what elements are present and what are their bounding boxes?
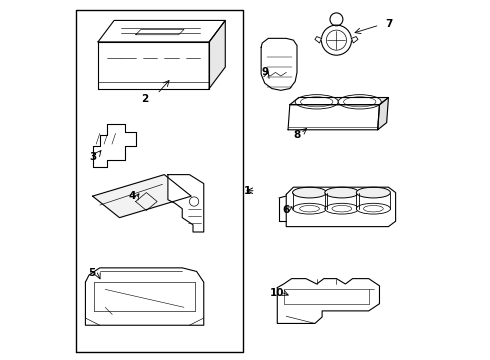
Ellipse shape — [356, 203, 391, 214]
Polygon shape — [378, 98, 389, 130]
Text: 3: 3 — [89, 152, 96, 162]
Text: 2: 2 — [141, 94, 148, 104]
Text: 8: 8 — [294, 130, 301, 140]
Text: 9: 9 — [261, 67, 269, 77]
Polygon shape — [98, 42, 209, 89]
Polygon shape — [290, 98, 389, 105]
Ellipse shape — [293, 187, 326, 198]
Text: 4: 4 — [128, 191, 136, 201]
Polygon shape — [168, 175, 204, 232]
Polygon shape — [288, 105, 379, 130]
Polygon shape — [315, 37, 321, 43]
Text: 1: 1 — [244, 186, 251, 196]
Text: 6: 6 — [283, 206, 290, 216]
Ellipse shape — [325, 203, 359, 214]
Polygon shape — [209, 21, 225, 89]
Polygon shape — [93, 175, 191, 218]
Polygon shape — [277, 279, 379, 323]
Polygon shape — [351, 37, 358, 43]
Ellipse shape — [338, 95, 381, 109]
Polygon shape — [93, 125, 136, 167]
Polygon shape — [85, 268, 204, 325]
Ellipse shape — [356, 187, 391, 198]
Ellipse shape — [325, 187, 359, 198]
Text: 7: 7 — [385, 19, 392, 29]
Polygon shape — [286, 187, 395, 226]
Ellipse shape — [293, 203, 326, 214]
Text: 10: 10 — [270, 288, 285, 298]
Ellipse shape — [295, 95, 338, 109]
Polygon shape — [261, 39, 297, 90]
Text: 5: 5 — [88, 268, 95, 278]
Polygon shape — [98, 21, 225, 42]
